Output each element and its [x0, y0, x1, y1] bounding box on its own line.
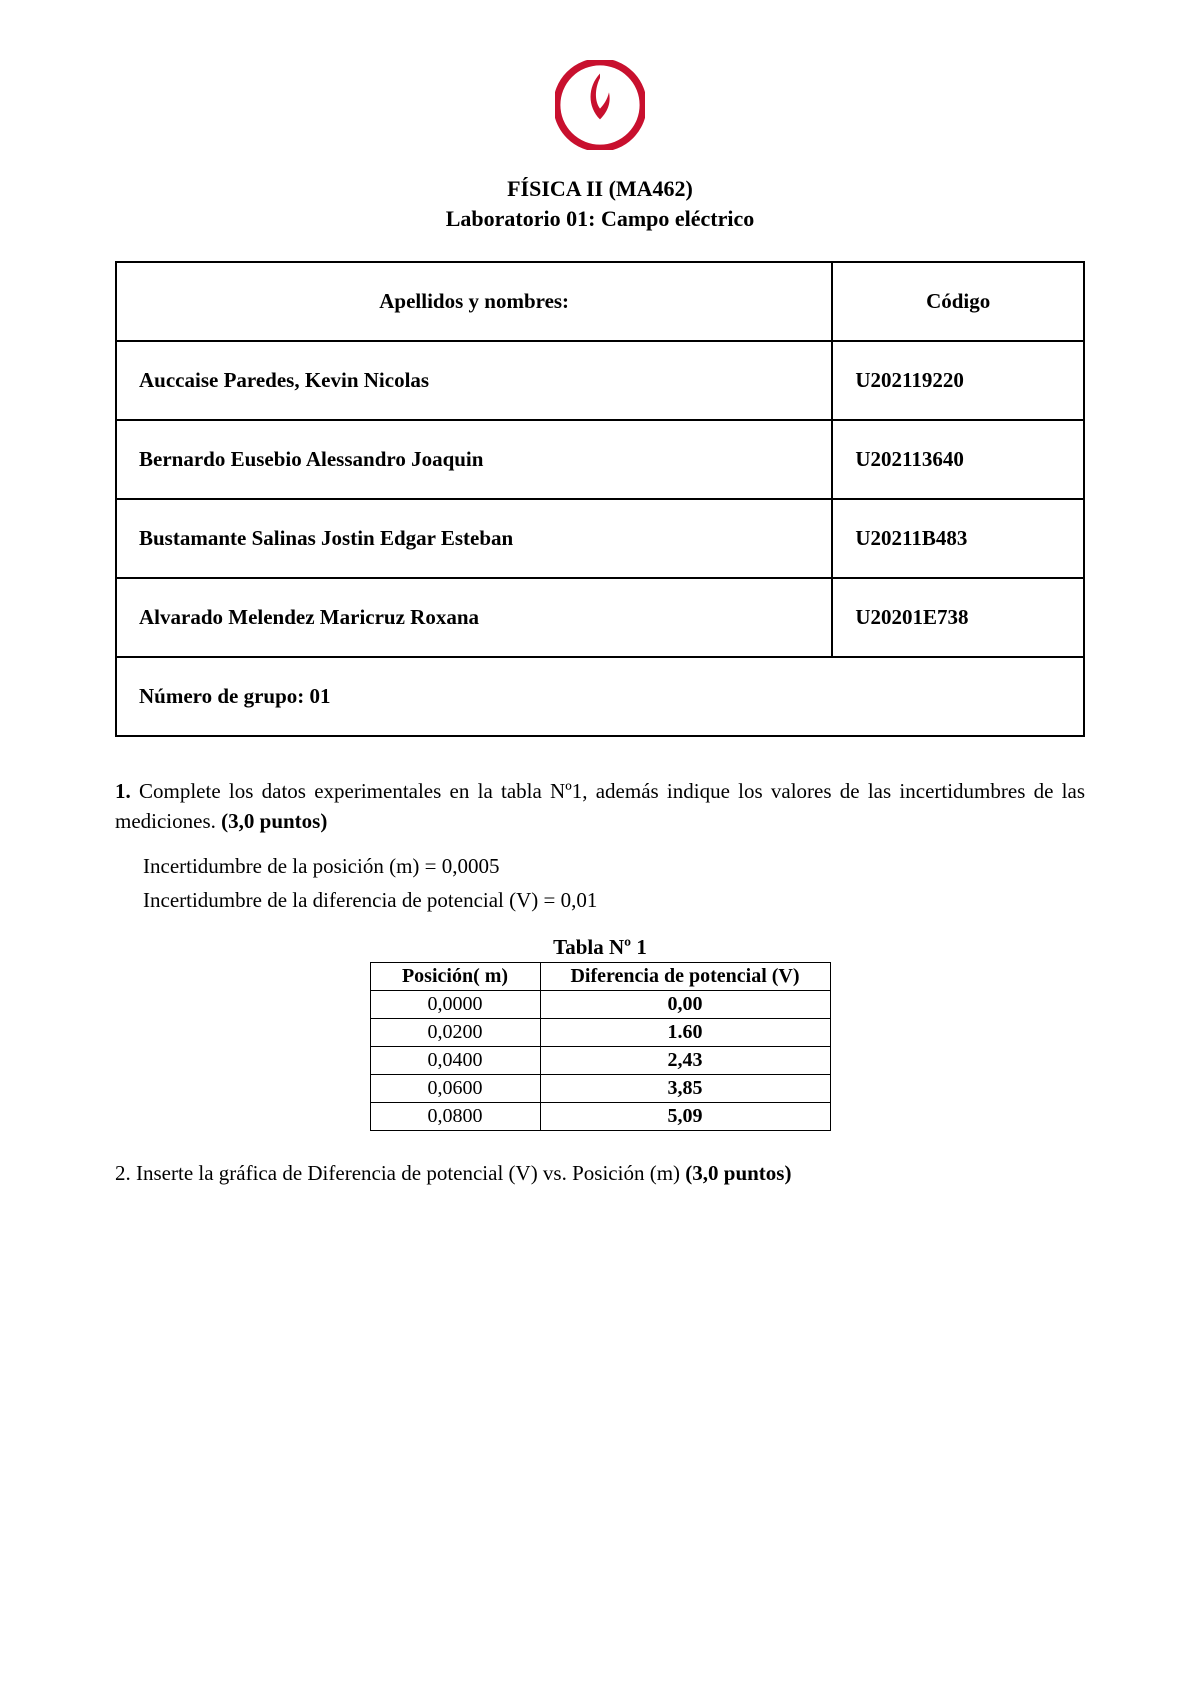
cell-pos: 0,0800 [370, 1102, 540, 1130]
table1-row: 0,0200 1.60 [370, 1018, 830, 1046]
cell-volt: 0,00 [540, 990, 830, 1018]
student-code: U20201E738 [832, 578, 1084, 657]
student-name: Auccaise Paredes, Kevin Nicolas [116, 341, 832, 420]
table1-row: 0,0400 2,43 [370, 1046, 830, 1074]
col-voltage: Diferencia de potencial (V) [540, 962, 830, 990]
roster-header-row: Apellidos y nombres: Código [116, 262, 1084, 341]
cell-volt: 1.60 [540, 1018, 830, 1046]
q2-text: 2. Inserte la gráfica de Diferencia de p… [115, 1161, 685, 1185]
roster-head-names: Apellidos y nombres: [116, 262, 832, 341]
student-code: U202119220 [832, 341, 1084, 420]
student-name: Alvarado Melendez Maricruz Roxana [116, 578, 832, 657]
col-position: Posición( m) [370, 962, 540, 990]
roster-row: Alvarado Melendez Maricruz Roxana U20201… [116, 578, 1084, 657]
uncertainties: Incertidumbre de la posición (m) = 0,000… [115, 852, 1085, 915]
q1-points: (3,0 puntos) [221, 809, 327, 833]
cell-volt: 5,09 [540, 1102, 830, 1130]
upc-logo-icon [555, 60, 645, 150]
uncert-position: Incertidumbre de la posición (m) = 0,000… [143, 852, 1085, 881]
table1-header-row: Posición( m) Diferencia de potencial (V) [370, 962, 830, 990]
q2-points: (3,0 puntos) [685, 1161, 791, 1185]
student-code: U202113640 [832, 420, 1084, 499]
cell-pos: 0,0600 [370, 1074, 540, 1102]
roster-row: Auccaise Paredes, Kevin Nicolas U2021192… [116, 341, 1084, 420]
question-1: 1. Complete los datos experimentales en … [115, 777, 1085, 836]
roster-table: Apellidos y nombres: Código Auccaise Par… [115, 261, 1085, 737]
doc-header: FÍSICA II (MA462) Laboratorio 01: Campo … [115, 174, 1085, 233]
table1-title: Tabla Nº 1 [553, 935, 647, 960]
course-title: FÍSICA II (MA462) [115, 174, 1085, 204]
q1-num: 1. [115, 779, 131, 803]
student-name: Bernardo Eusebio Alessandro Joaquin [116, 420, 832, 499]
logo-wrap [115, 60, 1085, 150]
data-table-1: Posición( m) Diferencia de potencial (V)… [370, 962, 831, 1131]
roster-row: Bernardo Eusebio Alessandro Joaquin U202… [116, 420, 1084, 499]
cell-volt: 3,85 [540, 1074, 830, 1102]
group-number: Número de grupo: 01 [116, 657, 832, 736]
roster-group-row: Número de grupo: 01 [116, 657, 1084, 736]
cell-pos: 0,0000 [370, 990, 540, 1018]
uncert-voltage: Incertidumbre de la diferencia de potenc… [143, 886, 1085, 915]
cell-volt: 2,43 [540, 1046, 830, 1074]
table1-row: 0,0000 0,00 [370, 990, 830, 1018]
roster-head-code: Código [832, 262, 1084, 341]
roster-row: Bustamante Salinas Jostin Edgar Esteban … [116, 499, 1084, 578]
cell-pos: 0,0400 [370, 1046, 540, 1074]
table1-area: Tabla Nº 1 Posición( m) Diferencia de po… [115, 935, 1085, 1131]
table1-row: 0,0800 5,09 [370, 1102, 830, 1130]
question-2: 2. Inserte la gráfica de Diferencia de p… [115, 1159, 1085, 1188]
table1-row: 0,0600 3,85 [370, 1074, 830, 1102]
group-number-empty [832, 657, 1084, 736]
student-name: Bustamante Salinas Jostin Edgar Esteban [116, 499, 832, 578]
student-code: U20211B483 [832, 499, 1084, 578]
lab-title: Laboratorio 01: Campo eléctrico [115, 204, 1085, 234]
cell-pos: 0,0200 [370, 1018, 540, 1046]
